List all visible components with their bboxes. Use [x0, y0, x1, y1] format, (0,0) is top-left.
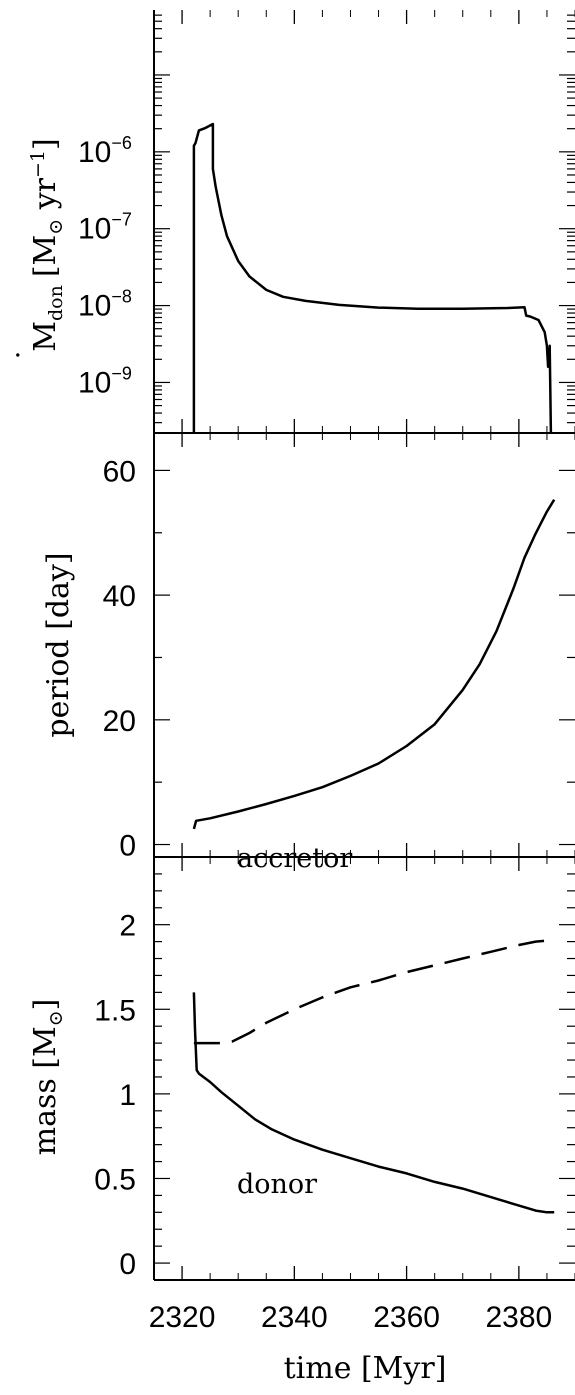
y-tick-label: 10−7 [78, 210, 132, 246]
x-tick-label: 2320 [149, 1301, 216, 1334]
y-tick-label: 10−6 [78, 133, 132, 169]
x-tick-labels: 2320 2340 2360 2380 [149, 1301, 553, 1334]
series-mass-transfer-rate [192, 122, 553, 434]
panel1-y-axis-label-dot: ˙ [12, 348, 47, 363]
y-tick-label: 0.5 [94, 1163, 136, 1196]
annotation-donor: donor [237, 1169, 317, 1200]
panel3-ticks [154, 857, 575, 1280]
panel2-ticks [154, 433, 575, 857]
panel3-tick-labels: 0 0.5 1 1.5 2 [94, 910, 136, 1281]
x-tick-label: 2380 [485, 1301, 552, 1334]
y-tick-label: 10−9 [78, 363, 132, 399]
panel1-tick-labels: 10−6 10−7 10−8 10−9 [78, 133, 132, 400]
panel2-tick-labels: 0 20 40 60 [103, 455, 136, 862]
panel3-lines [192, 938, 555, 1214]
y-tick-label: 1 [119, 1079, 136, 1112]
panel2-y-axis-label: period [day] [41, 552, 76, 737]
y-tick-label: 0 [119, 830, 136, 863]
series-accretor [193, 938, 555, 1045]
panel1-ticks [154, 10, 575, 433]
panel-mass: 0 0.5 1 1.5 2 mass [M⊙] accretor donor [28, 843, 575, 1281]
y-tick-label: 0 [119, 1248, 136, 1281]
panel3-y-axis-label: mass [M⊙] [28, 999, 67, 1156]
x-tick-label: 2340 [261, 1301, 328, 1334]
y-tick-label: 60 [103, 455, 136, 488]
y-tick-label: 40 [103, 580, 136, 613]
x-tick-label: 2360 [373, 1301, 440, 1334]
annotation-accretor: accretor [237, 843, 352, 874]
panel1-y-axis-label: Mdon[M⊙ yr−1] [27, 138, 67, 351]
series-period [192, 499, 556, 830]
panel-mass-transfer-rate: 10−6 10−7 10−8 10−9 Mdon[M⊙ yr−1] ˙ [12, 10, 575, 434]
panel1-lines [192, 122, 553, 434]
y-tick-label: 20 [103, 705, 136, 738]
x-axis-label: time [Myr] [284, 1351, 447, 1386]
y-tick-label: 10−8 [78, 287, 132, 323]
panel2-lines [192, 499, 556, 830]
panel-period: 0 20 40 60 period [day] [41, 433, 575, 863]
plot-frame [153, 10, 575, 1281]
series-donor [192, 992, 555, 1214]
y-tick-label: 1.5 [94, 994, 136, 1027]
y-tick-label: 2 [119, 910, 136, 943]
